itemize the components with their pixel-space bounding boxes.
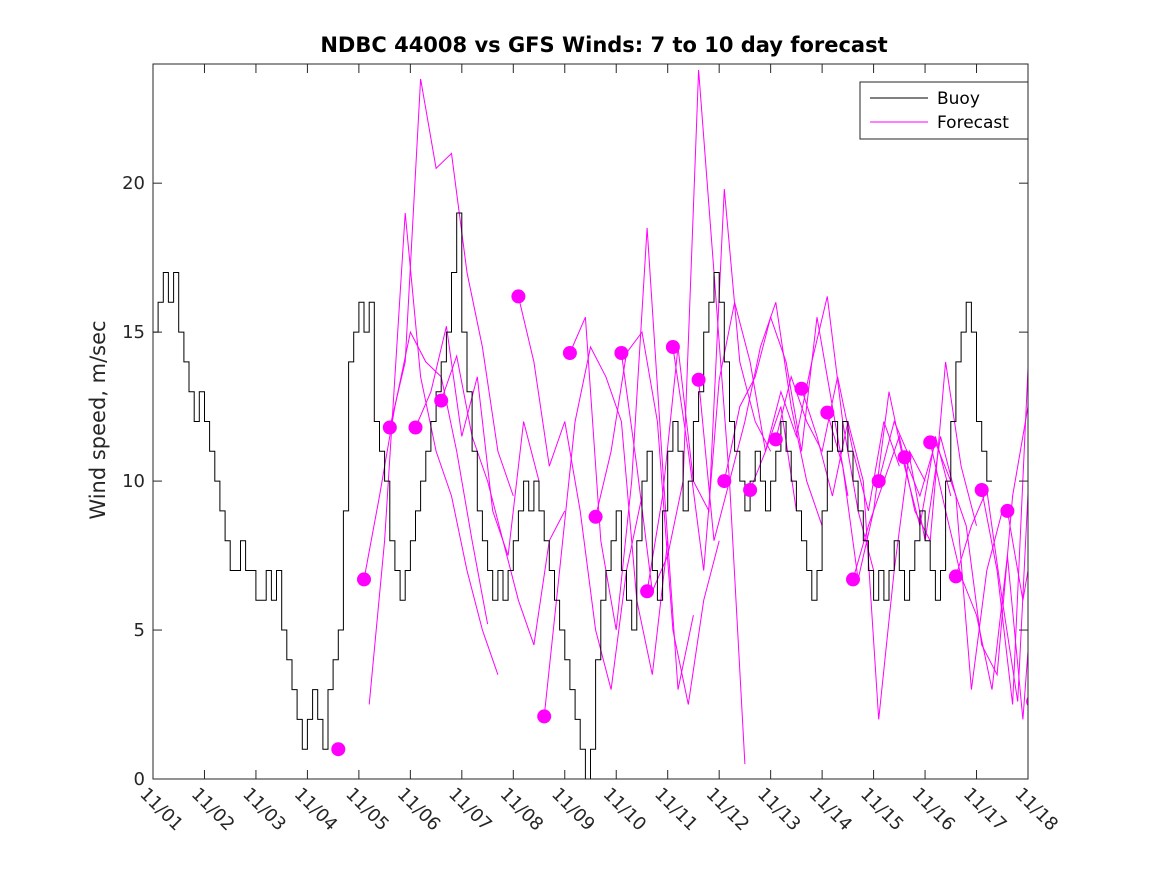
- forecast-marker: [640, 584, 655, 599]
- legend: Buoy Forecast: [859, 81, 1029, 140]
- forecast-series-3: [415, 326, 540, 556]
- forecast-marker: [408, 420, 423, 435]
- legend-buoy-label: Buoy: [937, 89, 980, 109]
- forecast-series-13: [723, 315, 849, 497]
- forecast-marker: [794, 381, 809, 396]
- forecast-marker: [614, 346, 629, 360]
- axes-box: [152, 63, 1029, 780]
- y-tick-label: 0: [134, 769, 145, 790]
- plot-lines: [153, 69, 1028, 779]
- y-tick-label: 20: [122, 173, 145, 194]
- forecast-marker: [357, 572, 371, 587]
- forecast-marker: [331, 742, 346, 757]
- forecast-marker: [562, 346, 577, 360]
- forecast-marker: [743, 483, 758, 497]
- forecast-series-24: [1006, 510, 1028, 601]
- forecast-marker: [434, 393, 449, 408]
- buoy-series: [153, 212, 992, 779]
- y-axis-label: Wind speed, m/sec: [86, 320, 110, 519]
- forecast-marker: [537, 709, 552, 724]
- forecast-marker: [948, 569, 963, 584]
- forecast-marker: [665, 340, 680, 354]
- forecast-marker: [382, 420, 397, 435]
- forecast-series-4: [440, 354, 566, 646]
- forecast-series-22: [955, 488, 1028, 702]
- forecast-series-16: [801, 388, 926, 720]
- forecast-series-19: [878, 419, 1003, 690]
- forecast-marker: [717, 474, 732, 489]
- forecast-series-18: [852, 361, 977, 580]
- forecast-series-17: [826, 391, 952, 580]
- forecast-series-7: [569, 227, 694, 690]
- y-tick-label: 15: [122, 322, 145, 343]
- forecast-marker: [871, 474, 886, 489]
- legend-forecast-label: Forecast: [937, 113, 1009, 133]
- y-tick-label: 10: [122, 471, 145, 492]
- forecast-marker: [897, 450, 912, 465]
- forecast-marker: [974, 483, 989, 497]
- forecast-series-2: [389, 78, 514, 497]
- forecast-marker: [511, 289, 526, 304]
- chart-title: NDBC 44008 vs GFS Winds: 7 to 10 day for…: [320, 33, 887, 57]
- forecast-series-21: [929, 442, 1028, 720]
- legend-box: [859, 81, 1029, 140]
- forecast-marker: [820, 405, 835, 420]
- forecast-series-12: [698, 302, 823, 541]
- forecast-marker: [846, 572, 860, 587]
- forecast-series-5: [517, 296, 643, 690]
- forecast-marker: [691, 372, 706, 387]
- forecast-marker: [768, 432, 783, 447]
- plot-markers: [331, 289, 1028, 757]
- forecast-marker: [588, 509, 603, 524]
- forecast-series-8: [595, 330, 720, 705]
- forecast-series-23: [981, 367, 1028, 705]
- forecast-marker: [1000, 503, 1015, 518]
- forecast-series-6: [543, 345, 669, 717]
- y-tick-label: 5: [134, 620, 145, 641]
- forecast-series-11: [672, 302, 797, 571]
- forecast-marker: [923, 435, 938, 450]
